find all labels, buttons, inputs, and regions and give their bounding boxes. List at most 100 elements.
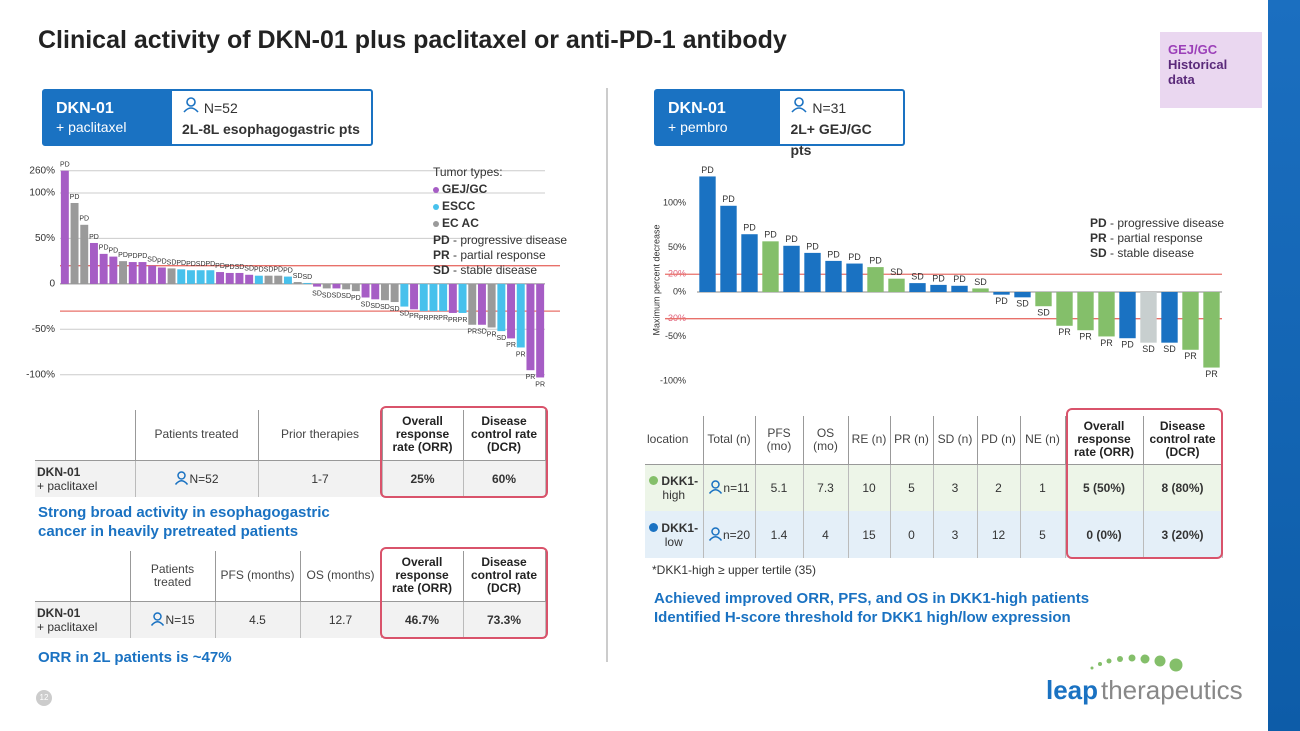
- header-cell: Overall response rate (ORR): [1065, 416, 1144, 465]
- bar-label: PD: [225, 264, 235, 271]
- header-cell: Patients treated: [130, 551, 216, 602]
- row-label: DKN-01 + paclitaxel: [35, 460, 136, 497]
- bar: [274, 275, 283, 284]
- bar-label: SD: [302, 274, 312, 281]
- abbreviation: SD - stable disease: [433, 263, 537, 277]
- bar: [972, 288, 989, 292]
- cell-text: 46.7%: [404, 612, 440, 627]
- header-cell: Overall response rate (ORR): [382, 410, 464, 461]
- bar-label: PD: [827, 249, 840, 259]
- bar-label: SD: [380, 304, 390, 311]
- cell: 2: [977, 464, 1021, 511]
- cell-text: n=11: [723, 481, 750, 496]
- bar-label: PD: [722, 194, 735, 204]
- cell: 8 (80%): [1143, 464, 1223, 511]
- bar-label: PD: [701, 165, 714, 175]
- cell: 1-7: [258, 460, 383, 497]
- cell-text: 12: [991, 527, 1006, 542]
- abbreviation: SD - stable disease: [1090, 246, 1194, 260]
- legend-label: GEJ/GC: [442, 182, 488, 196]
- legend-label: EC AC: [442, 216, 479, 230]
- header-cell: OS (mo): [803, 416, 849, 465]
- row: DKN-01 + paclitaxel N=52 1-7 25% 60%: [35, 460, 546, 497]
- cell-text: 12.7: [328, 612, 353, 627]
- bar-label: PD: [186, 261, 196, 268]
- bar-label: PD: [351, 295, 361, 302]
- cell: 25%: [382, 460, 464, 497]
- n: N=31: [812, 100, 847, 116]
- table: location Total (n) PFS (mo) OS (mo) RE (n) PR…: [645, 416, 1223, 558]
- bar: [148, 265, 157, 284]
- bar-label: PR: [409, 313, 419, 320]
- cell-text: 3: [951, 480, 959, 495]
- bar: [254, 275, 263, 284]
- cell-text: 15: [862, 527, 876, 542]
- row-name: DKN-01: [37, 605, 81, 620]
- header-cell: [35, 551, 131, 602]
- cell-text: 60%: [491, 471, 517, 486]
- bar: [186, 270, 195, 284]
- bar: [507, 283, 516, 339]
- bar-label: SD: [370, 303, 380, 310]
- cell: 60%: [463, 460, 546, 497]
- cell: 7.3: [803, 464, 849, 511]
- bar: [487, 283, 496, 328]
- name: DKN-01: [668, 100, 726, 117]
- cell-text: 5.1: [770, 480, 788, 495]
- bar: [167, 268, 176, 284]
- bar-label: SD: [974, 277, 987, 287]
- bar: [410, 283, 419, 310]
- person-icon: [183, 97, 199, 113]
- abbr-text: - progressive disease: [1107, 216, 1225, 230]
- row: DKN-01 + paclitaxel N=15 4.5 12.7 46.7% 73.3%: [35, 601, 546, 638]
- bar-label: PD: [283, 267, 293, 274]
- header-box: DKN-01 + pembro N=31 2L+ GEJ/GC pts: [654, 89, 905, 158]
- bar-label: PR: [1079, 332, 1092, 342]
- header-cell: PR (n): [890, 416, 934, 465]
- pts: 2L-8L esophagogastric pts: [182, 121, 360, 137]
- abbr: SD: [433, 263, 450, 277]
- abbr-text: - stable disease: [450, 263, 538, 277]
- header-info: N=52 2L-8L esophagogastric pts: [172, 91, 370, 144]
- legend-title: Tumor types:: [433, 165, 503, 179]
- bar-label: PD: [157, 258, 167, 265]
- bar-label: PR: [506, 342, 516, 349]
- cell-text: 1-7: [311, 471, 329, 486]
- abbr: PR: [1090, 231, 1107, 245]
- bar-label: SD: [196, 261, 206, 268]
- y-axis-label: Maximum percent decrease: [651, 224, 661, 335]
- bar: [293, 282, 302, 284]
- badge: GEJ/GC Historical data: [1160, 32, 1262, 108]
- logo-a: leap: [1046, 675, 1098, 705]
- cell-text: 3: [951, 527, 959, 542]
- row-name: DKN-01: [37, 464, 81, 479]
- cell-text: 4.5: [249, 612, 266, 627]
- header-box: DKN-01 + paclitaxel N=52 2L-8L esophagoga…: [42, 89, 373, 146]
- header-row: location Total (n) PFS (mo) OS (mo) RE (n) PR…: [645, 416, 1223, 465]
- bar-label: PR: [535, 381, 545, 388]
- bar: [371, 283, 380, 300]
- bar: [1203, 292, 1220, 368]
- bar: [846, 263, 863, 292]
- bar-label: SD: [1163, 344, 1176, 354]
- header-cell: Disease control rate (DCR): [1143, 416, 1223, 465]
- bar-label: PR: [467, 329, 477, 336]
- cell: N=15: [130, 601, 216, 638]
- abbr-text: - progressive disease: [450, 233, 568, 247]
- bar: [1182, 292, 1199, 350]
- person-icon: [709, 480, 723, 495]
- bar: [516, 283, 525, 348]
- bar: [245, 274, 254, 284]
- header-cell: RE (n): [848, 416, 891, 465]
- bar: [99, 253, 108, 284]
- bar-label: PD: [118, 252, 128, 259]
- table: Patients treated PFS (months) OS (months) O…: [35, 551, 546, 638]
- bar-label: PD: [743, 223, 756, 233]
- bar: [400, 283, 409, 307]
- header-cell: Overall response rate (ORR): [381, 551, 464, 602]
- cell-text: 0 (0%): [1086, 527, 1122, 542]
- page-dot: [36, 690, 52, 706]
- bar-label: PR: [1184, 351, 1197, 361]
- header-cell: [35, 410, 136, 461]
- cell-text: 0: [908, 527, 915, 542]
